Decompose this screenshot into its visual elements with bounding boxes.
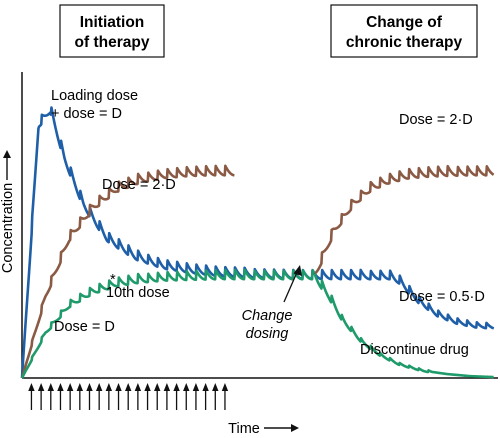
dose-arrow [125, 383, 132, 410]
loading-dose-label-line1: Loading dose [51, 88, 138, 104]
dose-arrow [57, 383, 64, 410]
dose-arrow [95, 383, 103, 410]
dose-arrow [212, 383, 219, 410]
dose-arrow [86, 383, 93, 410]
tenth-dose-star: * [110, 272, 116, 288]
half-dose-label: Dose = 0.5·D [399, 289, 485, 305]
dose-arrow [66, 383, 74, 410]
double-dose-right-label: Dose = 2·D [399, 112, 473, 128]
series-double-line-2 [313, 164, 495, 275]
dose-arrows [28, 383, 229, 410]
dose-arrow [28, 383, 35, 410]
dose-arrow [115, 383, 122, 410]
y-axis-label-group: Concentration [0, 150, 16, 273]
dose-arrow [47, 383, 54, 410]
series-standard-line-2 [313, 273, 495, 379]
dose-arrow [154, 383, 161, 410]
discontinue-label: Discontinue drug [360, 342, 469, 358]
x-axis-arrow [264, 424, 299, 432]
loading-dose-label-line2: + dose = D [51, 106, 122, 122]
change-title-line2: chronic therapy [346, 34, 463, 51]
double-dose-left-label: Dose = 2·D [102, 177, 176, 193]
dose-arrow [37, 383, 45, 410]
dose-arrow [183, 383, 190, 410]
series-double-line-1 [20, 164, 236, 379]
change-dosing-label-line1: Change [242, 308, 293, 324]
initiation-title-line1: Initiation [80, 14, 145, 31]
change-title-line1: Change of [366, 14, 443, 31]
change-dosing-label-line2: dosing [246, 326, 289, 342]
standard-dose-label: Dose = D [54, 319, 115, 335]
tenth-dose-label: 10th dose [106, 285, 170, 301]
y-axis-arrow-head [3, 150, 11, 158]
series-layer [20, 106, 495, 379]
dose-arrow [144, 383, 151, 410]
dose-arrow [202, 383, 209, 410]
change-title-box [330, 4, 478, 58]
initiation-title-box [59, 4, 165, 58]
dose-arrow [76, 383, 84, 410]
dose-arrow [134, 383, 142, 410]
y-axis-label: Concentration [0, 183, 16, 273]
dose-arrow [105, 383, 113, 410]
dose-arrow [221, 383, 229, 410]
dose-arrow [163, 383, 171, 410]
change-dosing-arrow [283, 265, 302, 303]
dose-arrow [173, 383, 180, 410]
x-axis-label: Time [228, 421, 260, 437]
initiation-title-line2: of therapy [75, 34, 150, 51]
series-standard-line-1 [20, 268, 316, 379]
dose-arrow [192, 383, 200, 410]
